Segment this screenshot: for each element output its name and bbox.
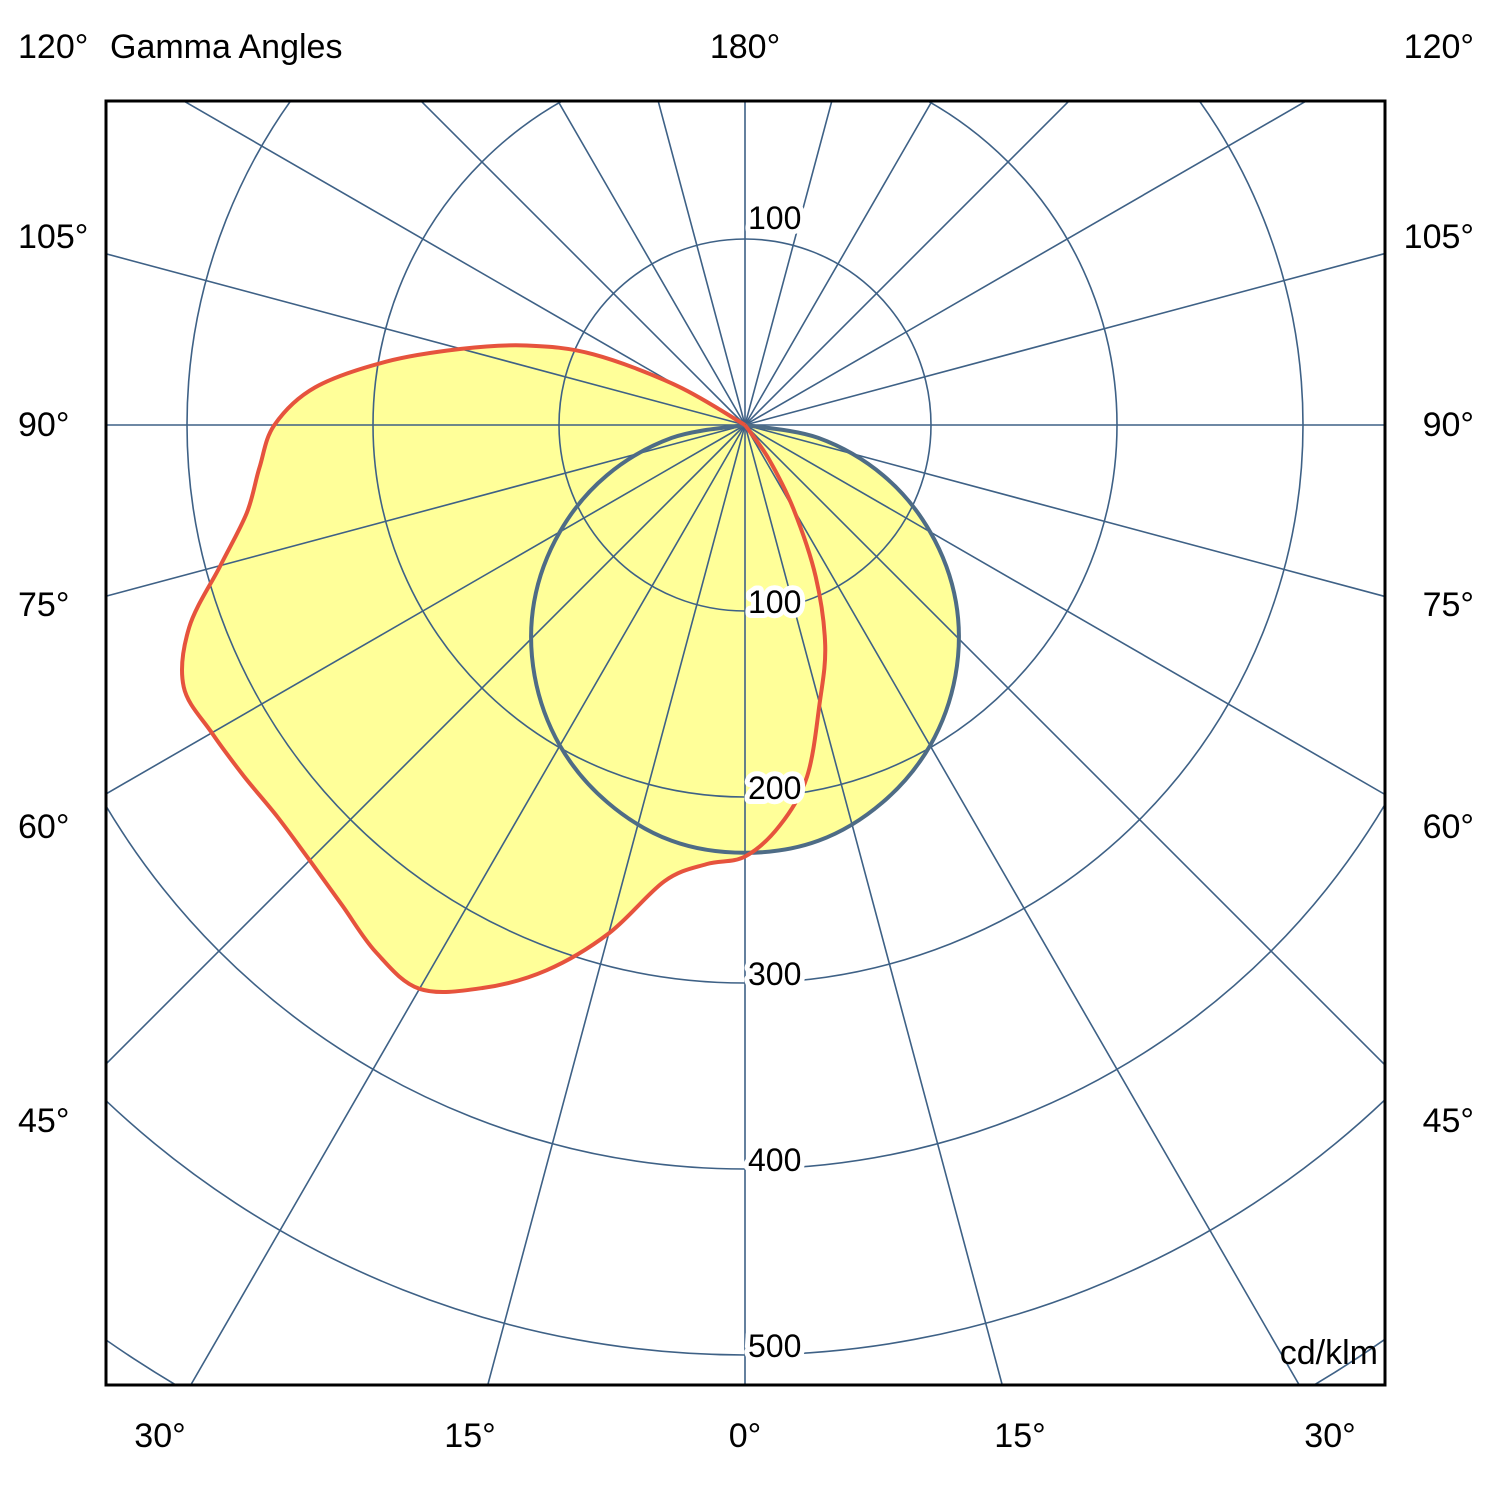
curve-fill-layer <box>182 345 959 993</box>
plot-border <box>104 99 1387 1387</box>
angle-label-left-105: 105° <box>18 218 89 256</box>
angle-label-top-right: 120° <box>1403 28 1474 66</box>
chart-title: Gamma Angles <box>110 28 343 66</box>
angle-label-right-60: 60° <box>1422 808 1474 846</box>
angle-label-top-center: 180° <box>709 28 781 66</box>
grid-spoke <box>744 252 1385 426</box>
red-filled-distribution-curve <box>180 343 828 994</box>
grid-spoke <box>744 101 1308 426</box>
angle-label-bottom-30l: 30° <box>134 1417 186 1455</box>
grid-spoke <box>486 424 746 1385</box>
angle-label-right-45: 45° <box>1422 1102 1474 1140</box>
grid-spoke <box>657 101 746 426</box>
angle-label-left-90: 90° <box>18 406 70 444</box>
radial-tick-label: 100 <box>748 200 801 236</box>
curve-stroke-layer <box>180 343 961 994</box>
grid-spoke <box>744 424 1004 1385</box>
grid-spoke <box>106 252 746 426</box>
grid-spoke <box>744 101 933 426</box>
angle-label-left-45: 45° <box>18 1102 70 1140</box>
grid-spoke <box>744 101 833 426</box>
grid-spoke <box>557 101 746 426</box>
angle-label-bottom-0: 0° <box>728 1417 762 1455</box>
angle-label-bottom-15l: 15° <box>444 1417 496 1455</box>
radial-tick-label: 300 <box>748 956 801 992</box>
grid-spoke <box>744 424 1385 1067</box>
angle-label-bottom-15r: 15° <box>994 1417 1046 1455</box>
angle-label-left-75: 75° <box>18 586 70 624</box>
angle-label-left-60: 60° <box>18 808 70 846</box>
radial-tick-label: 200 <box>748 770 801 806</box>
angle-label-bottom-30r: 30° <box>1304 1417 1356 1455</box>
unit-label: cd/klm <box>1279 1334 1378 1372</box>
radial-tick-label: 400 <box>748 1142 801 1178</box>
grid-spoke <box>744 424 1301 1385</box>
angle-label-right-75: 75° <box>1422 586 1474 624</box>
grid-spoke <box>106 424 746 598</box>
grid-spoke <box>106 424 746 1066</box>
grid-spoke <box>744 424 1385 598</box>
radial-tick-label: 100 <box>748 584 801 620</box>
grid-spoke <box>419 101 746 426</box>
grid-spoke <box>744 101 1071 426</box>
angle-label-top-left: 120° <box>18 28 89 66</box>
angle-label-right-105: 105° <box>1403 218 1474 256</box>
angle-label-right-90: 90° <box>1422 406 1474 444</box>
blue-distribution-curve <box>529 423 961 855</box>
radial-tick-label: 500 <box>748 1328 801 1364</box>
grid-spoke <box>182 101 746 426</box>
